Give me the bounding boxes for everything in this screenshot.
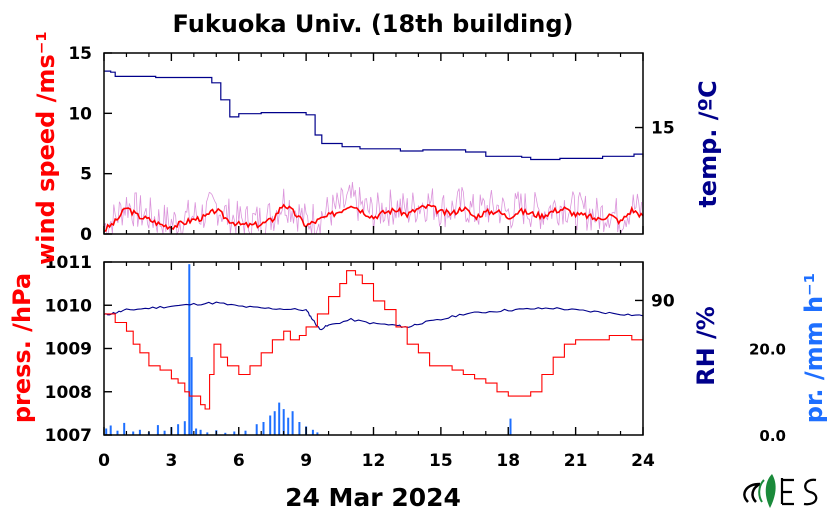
x-tick-label: 3 (165, 451, 177, 471)
precip-bar (105, 428, 108, 435)
x-tick-label: 6 (233, 451, 245, 471)
precip-bar (244, 430, 247, 435)
chart-title: Fukuoka Univ. (18th building) (173, 10, 574, 38)
precip-bar (183, 421, 186, 435)
precip-bar (262, 422, 265, 435)
precip-bar (269, 415, 272, 435)
top-panel-frame (103, 52, 644, 235)
pressure-line (104, 270, 644, 410)
precip-bar (199, 429, 202, 435)
wind-axis-label: wind speed /ms⁻¹ (32, 31, 60, 265)
precip-tick-label: 20.0 (749, 341, 786, 359)
pressure-tick-label: 1008 (45, 383, 92, 403)
precip-bar (316, 432, 319, 435)
precip-bar (195, 428, 198, 435)
precip-bar (311, 429, 314, 435)
pressure-tick-label: 1007 (45, 426, 92, 446)
precip-bar (287, 417, 290, 435)
pressure-tick-label: 1009 (45, 340, 92, 360)
precip-bar (109, 425, 112, 435)
precip-bar (298, 422, 301, 435)
rh-tick-label: 90 (651, 291, 675, 311)
x-tick-label: 18 (496, 451, 520, 471)
wind-speed-line (103, 203, 644, 233)
precip-bar (116, 430, 119, 435)
x-tick-label: 12 (362, 451, 386, 471)
precip-bar (273, 411, 276, 435)
precip-axis-label: pr. /mm h⁻¹ (800, 273, 828, 423)
precip-bar (156, 425, 159, 435)
precip-bar (206, 432, 209, 435)
precip-bar (291, 411, 294, 435)
institution-logo (743, 474, 818, 508)
precip-bar (255, 424, 258, 435)
precip-bar (188, 264, 191, 435)
precip-bar (123, 422, 126, 435)
bottom-panel (103, 261, 644, 436)
wind-tick-label: 5 (80, 165, 92, 185)
precip-bar (233, 431, 236, 435)
rh-axis-label: RH /% (692, 306, 720, 386)
rh-line (103, 301, 644, 331)
x-tick-label: 15 (429, 451, 453, 471)
top-panel (103, 52, 644, 236)
precip-bar (138, 429, 141, 435)
x-tick-label: 21 (564, 451, 588, 471)
precip-tick-label: 0.0 (759, 427, 786, 445)
wind-tick-label: 10 (68, 104, 92, 124)
precip-bar (177, 424, 180, 435)
temp-tick-label: 15 (651, 119, 675, 139)
temperature-line (104, 70, 644, 161)
precip-bar (163, 430, 166, 435)
pressure-tick-label: 1011 (45, 253, 92, 273)
precip-bar (282, 409, 285, 435)
temp-axis-label: temp. /ºC (694, 80, 722, 207)
x-tick-label: 0 (98, 451, 110, 471)
wind-tick-label: 0 (80, 225, 92, 245)
x-tick-label: 9 (300, 451, 312, 471)
precip-bar (132, 431, 135, 435)
date-label: 24 Mar 2024 (285, 483, 461, 512)
pressure-axis-label: press. /hPa (8, 273, 36, 423)
precip-bar (224, 432, 227, 435)
pressure-tick-label: 1010 (45, 296, 92, 316)
x-tick-label: 24 (631, 451, 655, 471)
precip-bar (278, 402, 281, 435)
wind-tick-label: 15 (68, 44, 92, 64)
precip-bar (509, 418, 512, 435)
